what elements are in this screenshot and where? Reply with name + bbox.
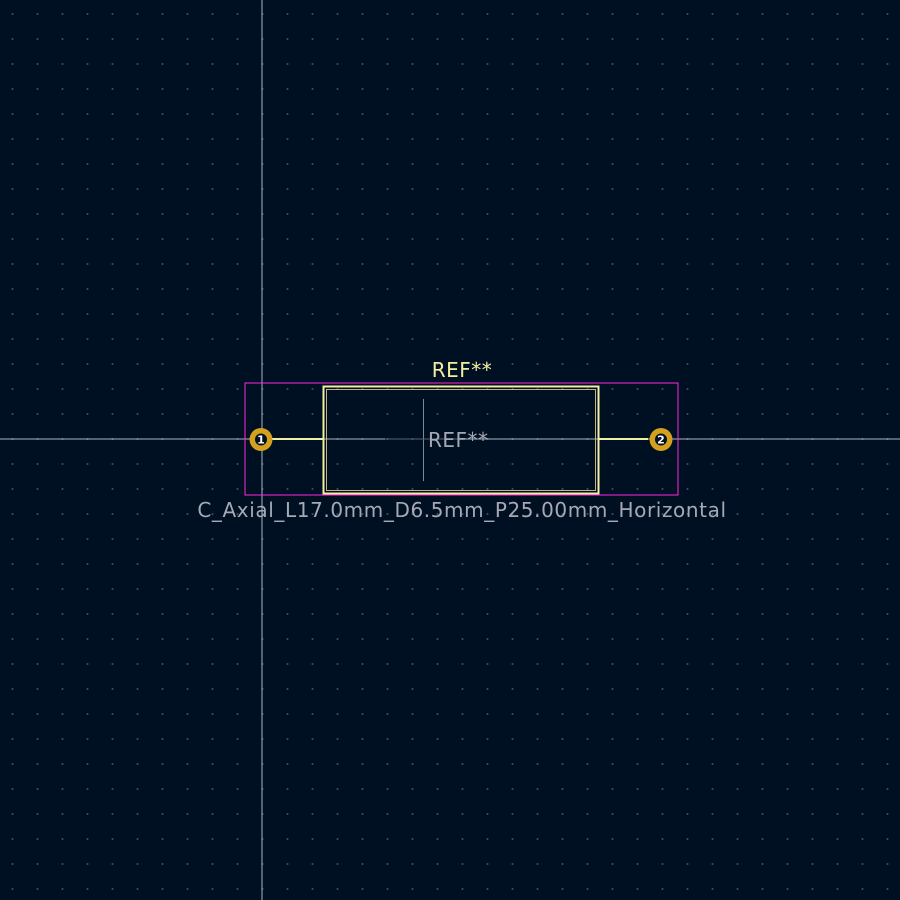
courtyard-outline[interactable]: [244, 382, 679, 496]
pad-1-drill-hole: [255, 433, 267, 446]
reference-designator-fab[interactable]: REF**: [428, 428, 489, 452]
pad-2[interactable]: 2: [649, 428, 673, 451]
silkscreen-body-outline[interactable]: [322, 385, 600, 495]
reference-designator-silkscreen[interactable]: REF**: [432, 358, 493, 382]
pad-1[interactable]: 1: [249, 428, 273, 451]
pad-1-number: 1: [257, 434, 265, 447]
footprint-value-label[interactable]: C_Axial_L17.0mm_D6.5mm_P25.00mm_Horizont…: [197, 498, 726, 522]
pad-2-drill-hole: [655, 433, 667, 446]
pad-2-number: 2: [657, 434, 665, 447]
fab-body-outline[interactable]: [326, 389, 596, 491]
